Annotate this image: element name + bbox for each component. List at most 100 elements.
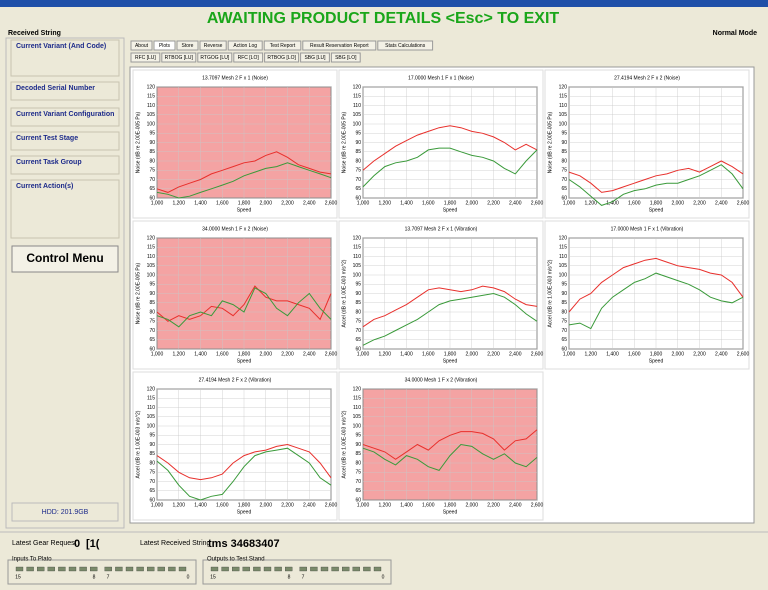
y-tick-label: 95 [149, 433, 155, 439]
field-label: Current Variant (And Code) [16, 43, 106, 50]
x-tick-label: 2,600 [531, 351, 544, 357]
y-tick-label: 60 [149, 346, 155, 352]
control-menu-label[interactable]: Control Menu [26, 251, 103, 265]
x-tick-label: 2,000 [671, 351, 684, 357]
tab-label[interactable]: Store [182, 43, 194, 49]
field-label: Current Action(s) [16, 183, 73, 190]
y-tick-label: 105 [353, 112, 362, 118]
y-tick-label: 80 [561, 309, 567, 315]
y-tick-label: 100 [353, 423, 362, 429]
tab-label[interactable]: Stats Calculations [385, 43, 426, 49]
tab-label[interactable]: Test Report [270, 43, 296, 49]
x-tick-label: 2,600 [737, 351, 750, 357]
tab[interactable] [264, 52, 300, 63]
y-tick-label: 115 [353, 245, 361, 251]
tab-label[interactable]: SBG [LO] [335, 55, 357, 61]
x-tick-label: 1,600 [628, 351, 641, 357]
x-tick-label: 2,200 [281, 200, 294, 206]
window-bar [0, 0, 768, 7]
led [178, 566, 187, 572]
tab[interactable] [153, 40, 176, 51]
field-box [10, 39, 120, 77]
x-tick-label: 1,000 [563, 351, 576, 357]
tab-label[interactable]: About [135, 43, 149, 49]
y-tick-label: 75 [561, 319, 567, 325]
io-box [7, 559, 197, 585]
led-label: 8 [93, 574, 96, 580]
y-tick-label: 90 [149, 442, 155, 448]
tab-label[interactable]: SBG [LU] [304, 55, 326, 61]
tab[interactable] [302, 40, 377, 51]
x-tick-label: 1,000 [357, 502, 370, 508]
tab[interactable] [130, 40, 153, 51]
tab-label[interactable]: Result Reservation Report [310, 43, 369, 49]
led [79, 566, 87, 572]
y-tick-label: 60 [561, 346, 567, 352]
y-tick-label: 60 [355, 497, 361, 503]
x-tick-label: 1,600 [422, 200, 435, 206]
string-label: Latest Received String [140, 540, 211, 547]
field-box [10, 107, 120, 127]
field-label: Current Test Stage [16, 135, 78, 142]
tab[interactable] [227, 40, 263, 51]
y-tick-label: 105 [147, 112, 156, 118]
x-axis-label: Speed [237, 207, 252, 213]
header-title: AWAITING PRODUCT DETAILS <Esc> TO EXIT [207, 10, 560, 27]
led [104, 566, 112, 572]
x-axis-label: Speed [443, 509, 458, 515]
y-tick-label: 70 [149, 479, 155, 485]
led [285, 566, 293, 572]
led [299, 566, 307, 572]
tab-label[interactable]: Plots [159, 43, 171, 49]
x-axis-label: Speed [237, 509, 252, 515]
led [37, 566, 45, 572]
tab[interactable] [130, 52, 161, 63]
y-axis-label: Accel (dB re 1.00E-003 m/s^2) [547, 259, 553, 327]
tab[interactable] [377, 40, 434, 51]
tab[interactable] [233, 52, 264, 63]
y-axis-label: Noise (dB re 2.00E-005 Pa) [341, 111, 347, 173]
tab-label[interactable]: RTBOG [LU] [165, 55, 194, 61]
x-tick-label: 1,800 [238, 502, 251, 508]
series-line [362, 429, 538, 460]
led [331, 566, 339, 572]
tab-label[interactable]: RFC [LU] [135, 55, 156, 61]
tab-label[interactable]: Reverse [204, 43, 223, 49]
x-tick-label: 1,400 [400, 502, 413, 508]
tab[interactable] [197, 52, 233, 63]
x-tick-label: 1,000 [357, 200, 370, 206]
led [363, 566, 371, 572]
y-tick-label: 110 [559, 103, 567, 109]
y-tick-label: 90 [149, 291, 155, 297]
y-tick-label: 60 [355, 195, 361, 201]
series-line [156, 443, 332, 481]
tab-label[interactable]: RTBOG [LO] [267, 55, 296, 61]
x-tick-label: 2,600 [325, 351, 338, 357]
y-tick-label: 70 [355, 479, 361, 485]
tab[interactable] [199, 40, 227, 51]
y-tick-label: 60 [355, 346, 361, 352]
tab[interactable] [176, 40, 199, 51]
tab-label[interactable]: RTGOG [LU] [200, 55, 229, 61]
y-tick-label: 80 [355, 309, 361, 315]
tab[interactable] [263, 40, 302, 51]
tab[interactable] [300, 52, 330, 63]
x-tick-label: 1,000 [357, 351, 370, 357]
tab[interactable] [330, 52, 361, 63]
led [125, 566, 134, 572]
field-box [10, 179, 120, 239]
control-menu[interactable] [11, 245, 119, 273]
tab[interactable] [161, 52, 197, 63]
tab-label[interactable]: Action Log [233, 43, 257, 49]
y-tick-label: 85 [149, 300, 155, 306]
y-tick-label: 90 [149, 140, 155, 146]
string-value: tms 34683407 [208, 538, 280, 550]
y-tick-label: 95 [355, 131, 361, 137]
tab-label[interactable]: RFC [LO] [238, 55, 260, 61]
x-tick-label: 1,800 [444, 351, 457, 357]
x-axis-label: Speed [649, 358, 664, 364]
x-tick-label: 2,000 [465, 351, 478, 357]
led [221, 566, 229, 572]
y-tick-label: 100 [559, 121, 568, 127]
